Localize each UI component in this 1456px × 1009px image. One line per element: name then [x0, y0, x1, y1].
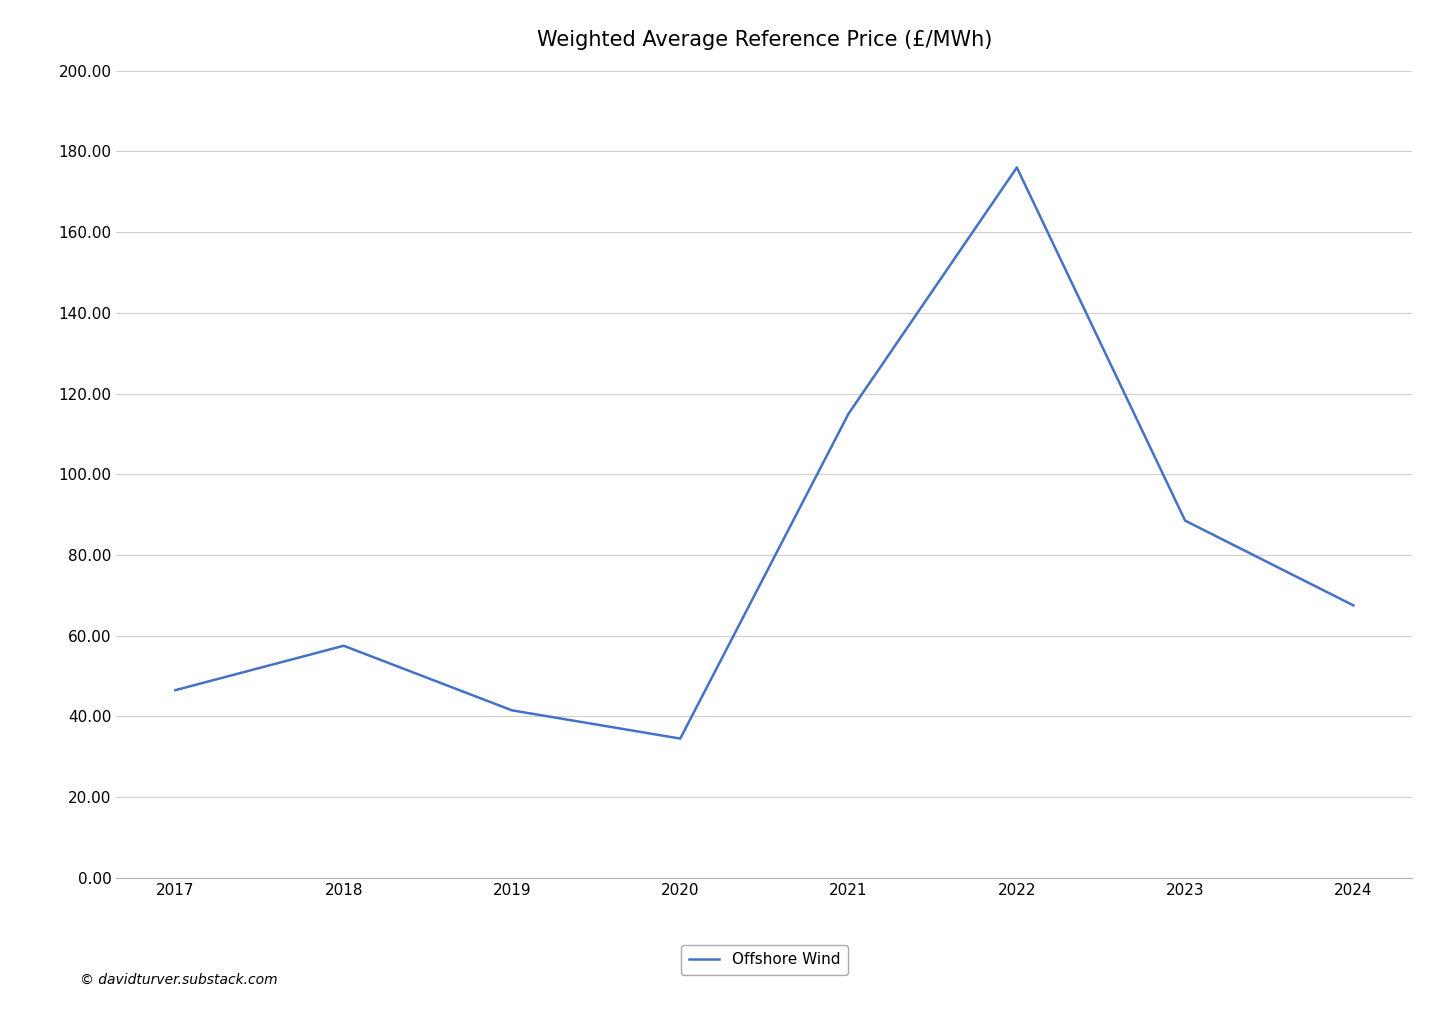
- Offshore Wind: [840, 408, 858, 420]
- Offshore Wind: [335, 640, 352, 652]
- Title: Weighted Average Reference Price (£/MWh): Weighted Average Reference Price (£/MWh): [537, 29, 992, 49]
- Offshore Wind: [1176, 515, 1194, 527]
- Legend: Offshore Wind: Offshore Wind: [681, 944, 847, 975]
- Text: © davidturver.substack.com: © davidturver.substack.com: [80, 973, 278, 987]
- Offshore Wind: [166, 684, 183, 696]
- Offshore Wind: [1008, 161, 1025, 174]
- Offshore Wind: [1345, 599, 1363, 611]
- Line: Offshore Wind: Offshore Wind: [175, 167, 1354, 739]
- Offshore Wind: [504, 704, 521, 716]
- Offshore Wind: [671, 733, 689, 745]
